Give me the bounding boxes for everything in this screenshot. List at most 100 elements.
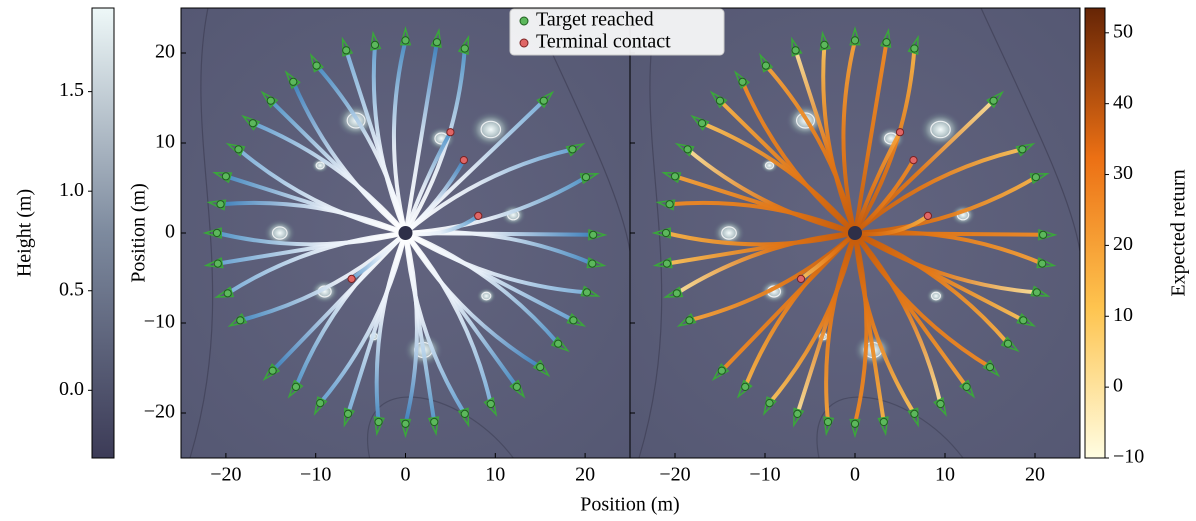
target-arrow [652, 257, 673, 269]
point [347, 274, 356, 283]
point [761, 61, 771, 70]
point [266, 96, 275, 105]
point [568, 145, 577, 154]
y-tick-label: 10 [155, 131, 175, 153]
target-arrow [1015, 142, 1036, 157]
x-tick-label: −20 [210, 464, 241, 486]
point [791, 46, 800, 55]
target-arrow [1016, 312, 1037, 327]
obstacle-ring [480, 120, 502, 139]
target-arrow [791, 36, 803, 57]
obstacle-ring [315, 161, 325, 170]
target-arrow [849, 418, 861, 439]
target-arrow [877, 416, 889, 437]
point [291, 382, 301, 391]
colorbar-label: Height (m) [14, 189, 36, 277]
colorbar [91, 7, 115, 459]
point [588, 259, 597, 268]
target-arrow [907, 34, 919, 55]
point [430, 417, 439, 427]
target-arrow [509, 379, 526, 399]
point [1019, 316, 1028, 325]
point [820, 40, 829, 50]
point [374, 417, 383, 427]
trajectory [853, 231, 992, 370]
x-tick-label: 10 [935, 464, 955, 486]
obstacle-ring [346, 112, 366, 129]
point [316, 399, 325, 408]
target-arrow [284, 70, 301, 90]
point [793, 409, 802, 418]
point [879, 417, 888, 427]
point [401, 419, 410, 428]
point [446, 128, 455, 137]
y-tick-label: −10 [144, 311, 175, 333]
colorbar-tick-label: 40 [1113, 91, 1133, 113]
point [268, 366, 277, 375]
obstacle [476, 287, 497, 305]
contour [980, 8, 1080, 252]
target-arrow [1030, 285, 1051, 297]
legend-box [509, 8, 725, 56]
point [895, 128, 905, 137]
x-tick-label: −20 [659, 464, 690, 486]
point [850, 36, 860, 45]
point [539, 96, 548, 105]
target-arrow [759, 52, 774, 73]
point [1003, 339, 1013, 348]
point [765, 399, 774, 408]
x-tick-label: 10 [485, 464, 505, 486]
point [697, 119, 707, 128]
target-arrow [262, 363, 281, 382]
target-arrow [427, 416, 440, 437]
point [672, 289, 681, 298]
point [683, 145, 692, 154]
target-arrow [674, 142, 695, 157]
target-arrow [1000, 336, 1020, 353]
x-tick-label: −10 [300, 464, 331, 486]
target-arrow [579, 172, 600, 185]
target-arrow [933, 397, 947, 417]
target-arrow [959, 379, 976, 399]
target-arrow [849, 26, 861, 46]
point [670, 172, 680, 181]
y-tick-label: 0 [165, 221, 175, 243]
contour [367, 396, 514, 458]
obstacle [712, 219, 746, 247]
point [582, 288, 591, 297]
target-arrow [225, 142, 246, 157]
point [460, 44, 469, 53]
trajectory [403, 175, 588, 235]
point [989, 96, 998, 105]
point [589, 230, 598, 239]
target-arrow [1029, 172, 1050, 185]
colorbar [1084, 7, 1106, 459]
colorbar-tick-label: 1.0 [59, 179, 84, 201]
point [882, 38, 891, 47]
x-tick-label: 0 [850, 464, 860, 486]
colorbar-tick-label: 50 [1113, 20, 1133, 42]
panel [630, 8, 1080, 458]
obstacle-ring [271, 226, 288, 240]
target-arrow [343, 407, 355, 428]
target-arrow [202, 227, 222, 239]
legend-marker [519, 38, 529, 48]
target-arrow [536, 90, 555, 109]
target-arrow [241, 114, 261, 131]
point [234, 145, 243, 154]
point [1018, 145, 1027, 154]
colorbar-tick-label: −10 [1113, 446, 1144, 468]
target-arrow [532, 359, 551, 378]
trajectory [853, 147, 1025, 235]
trajectory [853, 231, 1039, 295]
point [581, 173, 591, 182]
target-arrow [341, 36, 354, 57]
point [486, 399, 495, 409]
trajectory [218, 200, 408, 235]
y-tick-label: −20 [144, 401, 175, 423]
target-arrow [676, 312, 697, 327]
target-arrow [907, 407, 919, 428]
target-arrow [260, 90, 279, 109]
trajectory [853, 158, 916, 235]
